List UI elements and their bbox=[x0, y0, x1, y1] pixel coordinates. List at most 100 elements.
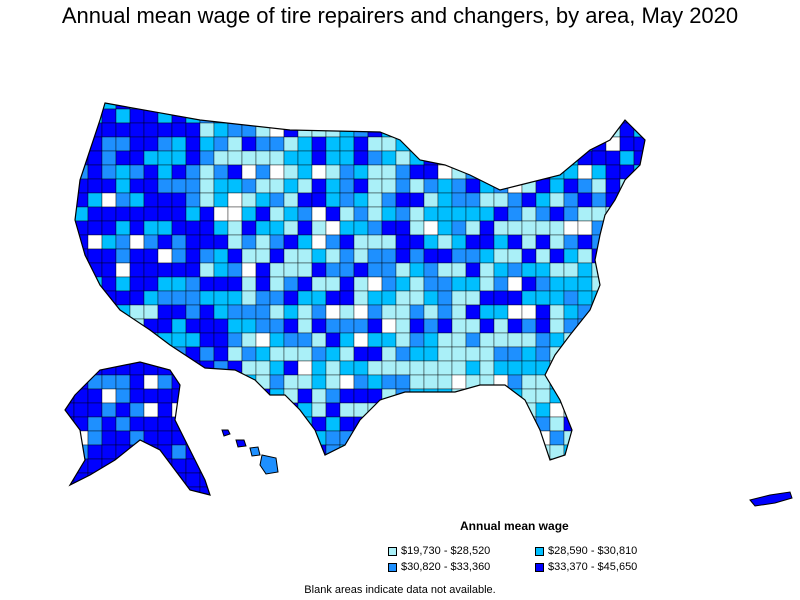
map-area bbox=[227, 458, 243, 474]
map-area bbox=[577, 430, 593, 446]
map-area bbox=[73, 178, 89, 194]
map-area bbox=[199, 136, 215, 152]
map-area bbox=[101, 276, 117, 292]
map-area bbox=[367, 248, 383, 264]
map-area bbox=[395, 458, 411, 474]
map-area bbox=[507, 360, 523, 376]
map-area bbox=[507, 262, 523, 278]
map-area bbox=[241, 108, 257, 124]
map-area bbox=[283, 304, 299, 320]
map-area bbox=[213, 122, 229, 138]
map-area bbox=[633, 192, 645, 208]
map-area bbox=[129, 304, 145, 320]
map-area bbox=[73, 108, 89, 124]
map-area bbox=[367, 458, 383, 474]
map-area bbox=[507, 444, 523, 460]
map-area bbox=[129, 192, 145, 208]
map-area bbox=[451, 374, 467, 390]
map-area bbox=[437, 136, 453, 152]
map-area bbox=[409, 103, 425, 110]
map-area bbox=[325, 402, 341, 418]
map-area bbox=[65, 220, 75, 236]
map-area bbox=[339, 262, 355, 278]
map-area bbox=[591, 346, 607, 362]
map-area bbox=[185, 150, 201, 166]
map-area bbox=[549, 304, 565, 320]
map-area bbox=[381, 150, 397, 166]
map-area bbox=[311, 206, 327, 222]
map-area bbox=[353, 234, 369, 250]
map-area bbox=[185, 430, 201, 446]
map-area bbox=[493, 486, 509, 495]
map-area bbox=[521, 192, 537, 208]
map-area bbox=[381, 122, 397, 138]
map-area bbox=[577, 136, 593, 152]
map-area bbox=[255, 374, 271, 390]
map-area bbox=[633, 206, 645, 222]
map-area bbox=[297, 262, 313, 278]
map-area bbox=[591, 416, 607, 432]
map-area bbox=[87, 332, 103, 348]
map-area bbox=[479, 164, 495, 180]
map-area bbox=[423, 486, 439, 495]
map-area bbox=[199, 304, 215, 320]
map-area bbox=[353, 318, 369, 334]
map-area bbox=[213, 248, 229, 264]
map-area bbox=[367, 150, 383, 166]
map-area bbox=[213, 416, 229, 432]
map-area bbox=[297, 346, 313, 362]
map-area bbox=[549, 262, 565, 278]
map-area bbox=[409, 136, 425, 152]
map-area bbox=[269, 150, 285, 166]
map-area bbox=[549, 346, 565, 362]
map-area bbox=[101, 374, 117, 390]
legend-label-4: $33,370 - $45,650 bbox=[548, 561, 638, 573]
map-area bbox=[199, 416, 215, 432]
map-area bbox=[563, 346, 579, 362]
map-area bbox=[241, 220, 257, 236]
map-area bbox=[437, 234, 453, 250]
map-area bbox=[241, 206, 257, 222]
map-area bbox=[633, 318, 645, 334]
map-area bbox=[297, 248, 313, 264]
map-area bbox=[297, 150, 313, 166]
map-area bbox=[353, 136, 369, 152]
map-area bbox=[535, 262, 551, 278]
map-area bbox=[633, 178, 645, 194]
map-area bbox=[269, 486, 285, 495]
map-area bbox=[213, 136, 229, 152]
map-area bbox=[409, 374, 425, 390]
map-area bbox=[437, 416, 453, 432]
map-area bbox=[115, 332, 131, 348]
map-area bbox=[199, 458, 215, 474]
map-area bbox=[395, 388, 411, 404]
map-area bbox=[535, 192, 551, 208]
map-area bbox=[115, 164, 131, 180]
map-area bbox=[493, 290, 509, 306]
map-area bbox=[73, 444, 89, 460]
map-area bbox=[479, 444, 495, 460]
map-area bbox=[213, 178, 229, 194]
map-area bbox=[535, 108, 551, 124]
map-area bbox=[213, 206, 229, 222]
map-area bbox=[577, 234, 593, 250]
map-area bbox=[185, 374, 201, 390]
map-area bbox=[648, 249, 662, 263]
map-area bbox=[199, 178, 215, 194]
state-outlines bbox=[64, 102, 646, 496]
map-area bbox=[87, 444, 103, 460]
map-area bbox=[283, 150, 299, 166]
map-area bbox=[648, 179, 662, 193]
map-area bbox=[577, 206, 593, 222]
map-area bbox=[465, 103, 481, 110]
map-area bbox=[255, 290, 271, 306]
map-area bbox=[395, 103, 411, 110]
map-area bbox=[87, 290, 103, 306]
map-area bbox=[129, 164, 145, 180]
map-area bbox=[283, 458, 299, 474]
map-area bbox=[255, 402, 271, 418]
map-area bbox=[633, 332, 645, 348]
map-area bbox=[73, 304, 89, 320]
map-area bbox=[101, 444, 117, 460]
map-area bbox=[101, 388, 117, 404]
